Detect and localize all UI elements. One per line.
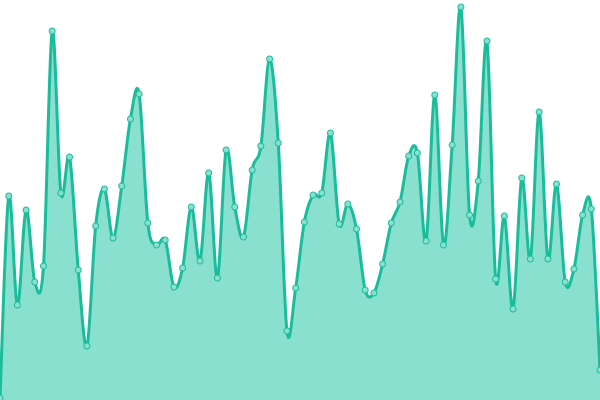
data-point-37	[318, 189, 326, 197]
data-point-52	[448, 141, 456, 149]
data-point-26	[222, 146, 230, 154]
data-points	[0, 3, 600, 400]
data-point-3	[22, 206, 30, 214]
data-point-31	[266, 55, 274, 63]
data-point-12	[100, 185, 108, 193]
data-point-46	[396, 198, 404, 206]
data-point-30	[257, 142, 265, 150]
data-point-41	[353, 225, 361, 233]
data-point-49	[422, 237, 430, 245]
data-point-10	[83, 342, 91, 350]
data-point-54	[466, 211, 474, 219]
data-point-64	[553, 180, 561, 188]
data-point-24	[205, 169, 213, 177]
data-point-5	[39, 262, 47, 270]
data-point-20	[170, 283, 178, 291]
data-point-60	[518, 174, 526, 182]
data-point-35	[300, 218, 308, 226]
data-point-28	[239, 233, 247, 241]
data-point-13	[109, 234, 117, 242]
data-point-22	[187, 203, 195, 211]
data-point-11	[92, 222, 100, 230]
data-point-34	[292, 284, 300, 292]
data-point-32	[274, 139, 282, 147]
data-point-36	[309, 191, 317, 199]
data-point-4	[31, 278, 39, 286]
data-point-63	[544, 255, 552, 263]
data-point-43	[370, 289, 378, 297]
data-point-61	[526, 255, 534, 263]
data-point-23	[196, 257, 204, 265]
data-point-33	[283, 327, 291, 335]
data-point-47	[405, 152, 413, 160]
data-point-62	[535, 108, 543, 116]
data-point-51	[439, 241, 447, 249]
data-point-65	[561, 278, 569, 286]
data-point-15	[126, 115, 134, 123]
data-point-29	[248, 166, 256, 174]
data-point-44	[379, 260, 387, 268]
data-point-7	[57, 189, 65, 197]
data-point-16	[135, 90, 143, 98]
data-point-6	[48, 27, 56, 35]
data-point-18	[153, 241, 161, 249]
data-point-39	[335, 220, 343, 228]
data-point-14	[118, 182, 126, 190]
data-point-69	[596, 366, 600, 374]
area-fill	[0, 6, 600, 400]
data-point-53	[457, 3, 465, 11]
data-point-45	[387, 219, 395, 227]
data-point-1	[5, 192, 13, 200]
data-point-42	[361, 286, 369, 294]
data-point-27	[231, 203, 239, 211]
data-point-9	[74, 266, 82, 274]
data-point-40	[344, 200, 352, 208]
data-point-25	[213, 274, 221, 282]
data-point-57	[492, 275, 500, 283]
data-point-21	[179, 264, 187, 272]
data-point-66	[570, 265, 578, 273]
data-point-38	[326, 129, 334, 137]
data-point-56	[483, 37, 491, 45]
data-point-50	[431, 91, 439, 99]
data-point-48	[413, 149, 421, 157]
data-point-17	[144, 219, 152, 227]
data-point-67	[579, 211, 587, 219]
data-point-0	[0, 394, 4, 400]
data-point-8	[66, 153, 74, 161]
data-point-58	[500, 212, 508, 220]
data-point-59	[509, 305, 517, 313]
data-point-2	[13, 301, 21, 309]
data-point-55	[474, 177, 482, 185]
data-point-68	[587, 205, 595, 213]
data-point-19	[161, 236, 169, 244]
